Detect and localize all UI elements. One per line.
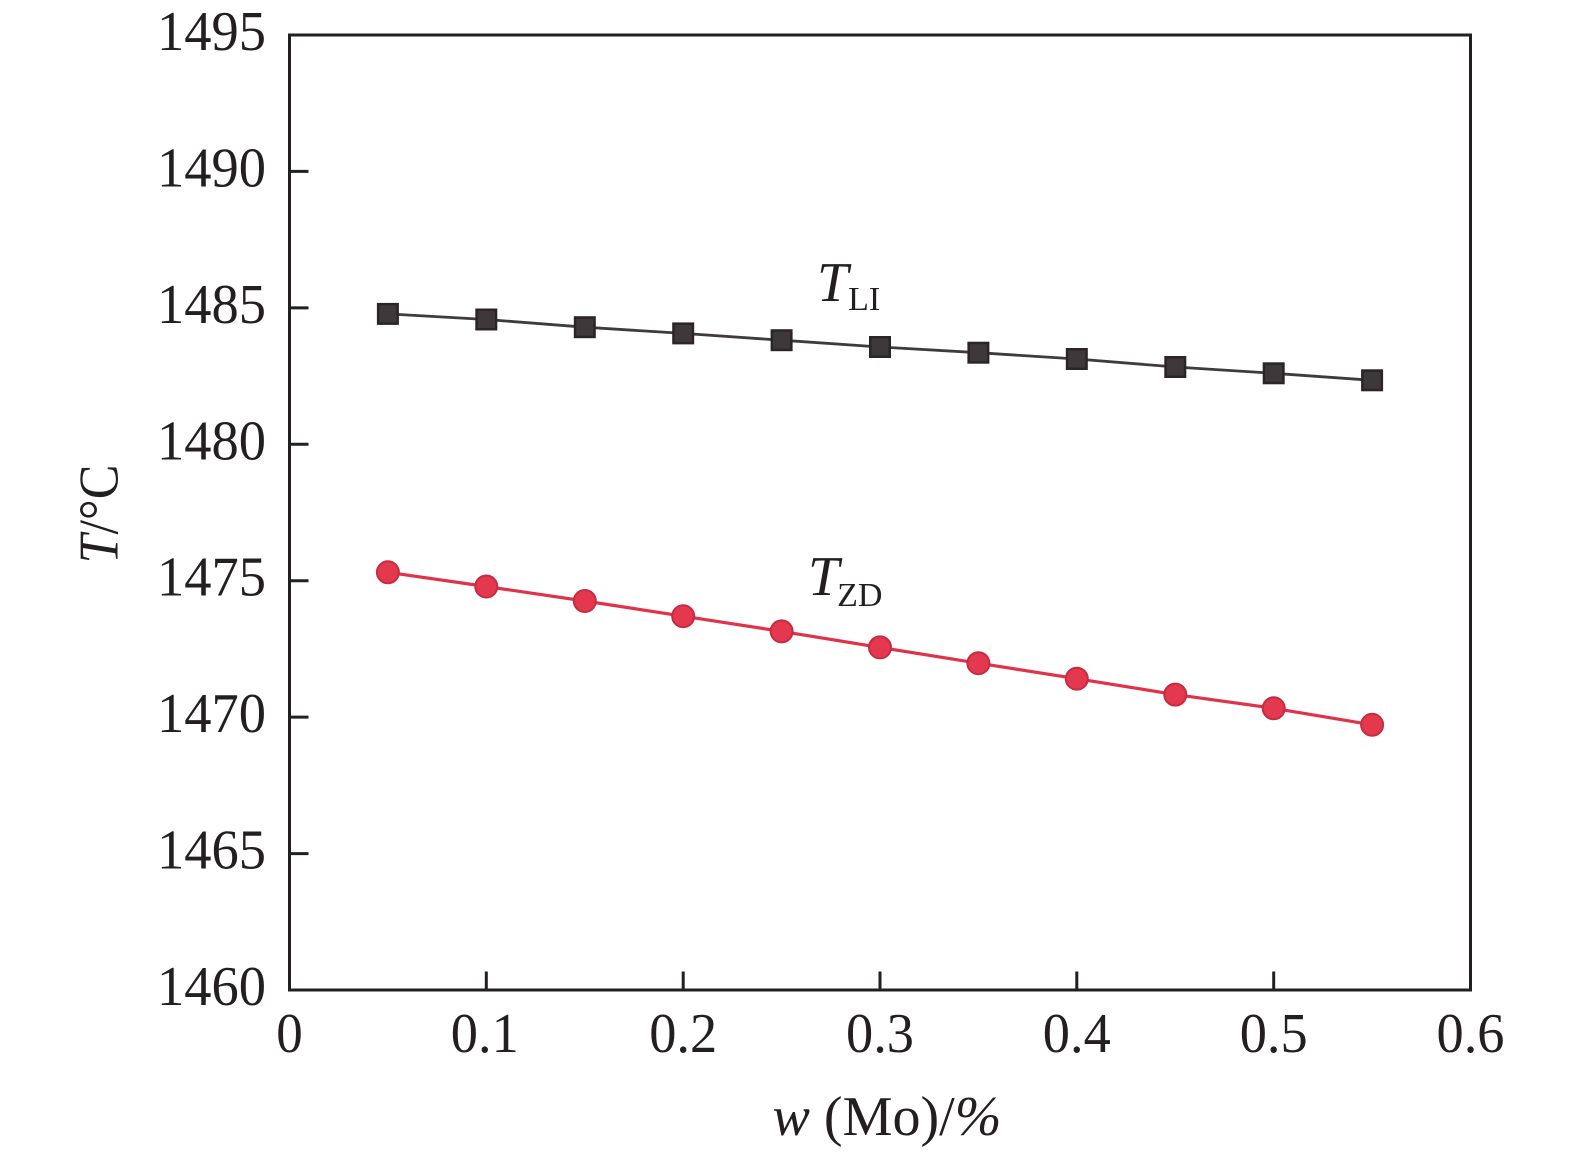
svg-text:TLI: TLI — [817, 252, 880, 318]
svg-text:0.5: 0.5 — [1240, 1003, 1308, 1065]
svg-text:1485: 1485 — [157, 274, 266, 336]
svg-text:1470: 1470 — [157, 683, 266, 745]
svg-text:0.2: 0.2 — [649, 1003, 717, 1065]
svg-text:1480: 1480 — [157, 410, 266, 472]
svg-text:1465: 1465 — [157, 820, 266, 882]
svg-text:0.1: 0.1 — [451, 1003, 519, 1065]
svg-text:TZD: TZD — [808, 546, 882, 614]
svg-text:0.3: 0.3 — [846, 1003, 914, 1065]
svg-text:T/°C: T/°C — [69, 465, 131, 564]
svg-text:1495: 1495 — [157, 1, 266, 63]
svg-text:w (Mo)/%: w (Mo)/% — [773, 1086, 1002, 1148]
svg-text:0.6: 0.6 — [1437, 1003, 1505, 1065]
svg-text:1475: 1475 — [157, 547, 266, 609]
svg-text:0: 0 — [276, 1003, 303, 1065]
svg-text:0.4: 0.4 — [1043, 1003, 1111, 1065]
svg-text:1490: 1490 — [157, 137, 266, 199]
svg-text:1460: 1460 — [157, 956, 266, 1018]
